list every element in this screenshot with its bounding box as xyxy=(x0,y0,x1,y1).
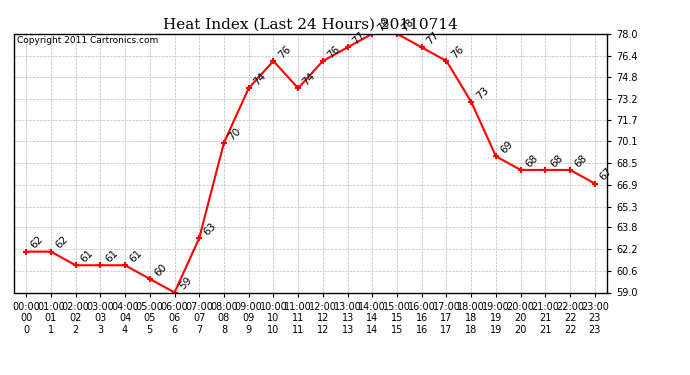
Text: 63: 63 xyxy=(202,221,219,237)
Text: 70: 70 xyxy=(227,126,243,142)
Text: 69: 69 xyxy=(499,139,515,156)
Text: 78: 78 xyxy=(400,16,416,33)
Text: Copyright 2011 Cartronics.com: Copyright 2011 Cartronics.com xyxy=(17,36,158,45)
Text: 60: 60 xyxy=(152,262,169,278)
Text: 77: 77 xyxy=(424,30,441,46)
Text: 77: 77 xyxy=(351,30,367,46)
Text: 74: 74 xyxy=(301,71,317,87)
Text: 74: 74 xyxy=(251,71,268,87)
Text: 76: 76 xyxy=(276,44,293,60)
Text: 73: 73 xyxy=(474,85,491,101)
Text: 78: 78 xyxy=(375,16,391,33)
Text: 68: 68 xyxy=(524,153,540,169)
Text: 68: 68 xyxy=(548,153,564,169)
Text: 76: 76 xyxy=(326,44,342,60)
Text: 61: 61 xyxy=(128,248,144,264)
Text: 62: 62 xyxy=(29,234,46,251)
Text: 61: 61 xyxy=(103,248,119,264)
Title: Heat Index (Last 24 Hours) 20110714: Heat Index (Last 24 Hours) 20110714 xyxy=(163,17,458,31)
Text: 59: 59 xyxy=(177,275,194,292)
Text: 62: 62 xyxy=(54,234,70,251)
Text: 67: 67 xyxy=(598,166,614,183)
Text: 61: 61 xyxy=(79,248,95,264)
Text: 76: 76 xyxy=(449,44,466,60)
Text: 68: 68 xyxy=(573,153,589,169)
